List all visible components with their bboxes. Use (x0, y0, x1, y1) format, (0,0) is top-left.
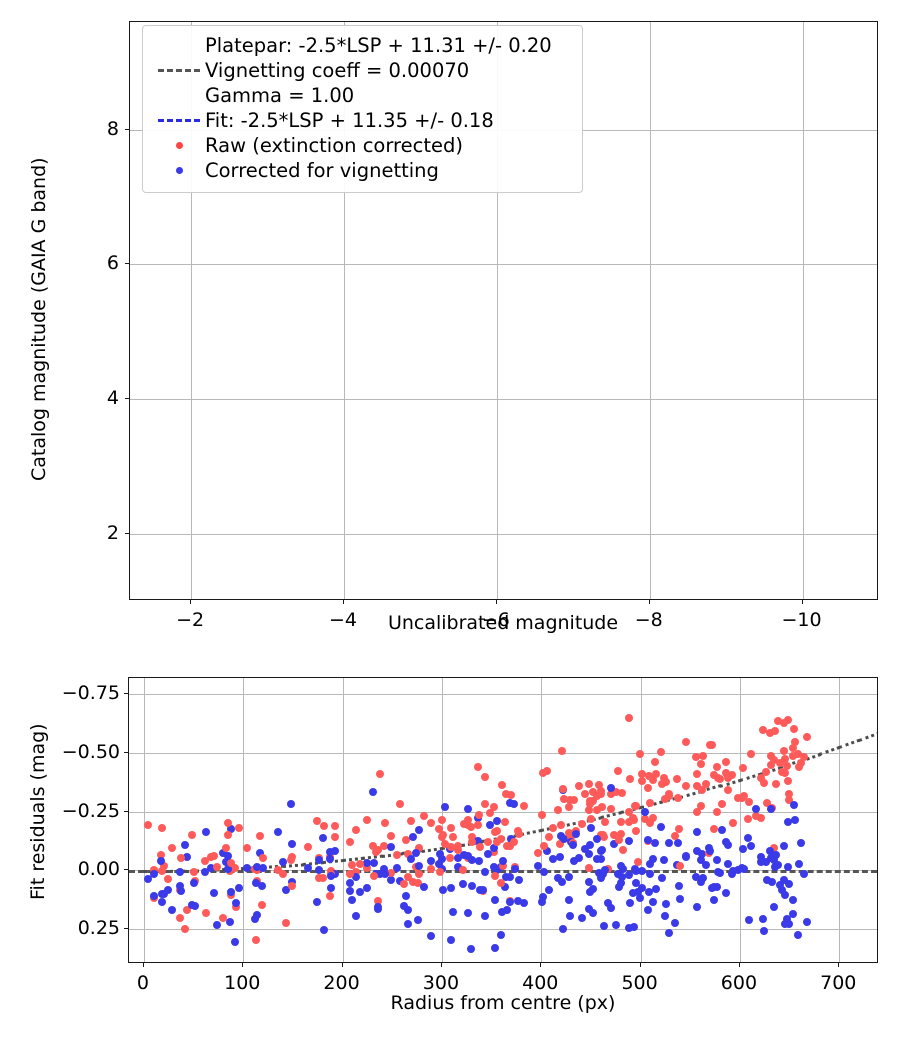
bottom-panel-y-tick (124, 752, 128, 754)
bottom-panel-x-tick (242, 963, 244, 967)
zero-residual-line (129, 870, 877, 874)
top-panel-y-tick (125, 398, 129, 400)
bottom-panel-x-tick-label: 500 (621, 972, 658, 994)
bottom-panel-y-tick-label: 0.00 (77, 858, 120, 881)
top-panel-y-tick-label: 2 (106, 521, 119, 544)
bottom-panel-y-tick-label: −0.50 (61, 741, 120, 764)
legend-platepar-line1: Platepar: -2.5*LSP + 11.31 +/- 0.20 (205, 34, 552, 57)
red-dot-marker-icon (153, 142, 205, 149)
legend-entry-raw: Raw (extinction corrected) (153, 133, 572, 158)
blue-dot-marker-icon (153, 167, 205, 174)
top-panel-x-tick-label: −4 (328, 609, 358, 631)
grey-dashed-line-icon (153, 69, 205, 72)
bottom-panel-x-tick-label: 700 (820, 972, 857, 994)
top-panel-y-tick (125, 263, 129, 265)
top-panel-y-tick (125, 128, 129, 130)
top-panel-x-tick (495, 600, 497, 604)
bottom-panel-y-tick (124, 869, 128, 871)
bottom-panel-x-tick (540, 963, 542, 967)
bottom-panel-x-tick-label: 0 (136, 972, 149, 994)
top-panel-y-axis-title: Catalog magnitude (GAIA G band) (28, 157, 50, 481)
legend-platepar-line3: Gamma = 1.00 (205, 84, 355, 107)
top-panel-y-tick-label: 6 (106, 252, 119, 275)
bottom-panel-x-tick (440, 963, 442, 967)
bottom-panel-y-tick-label: −0.75 (61, 682, 120, 705)
bottom-panel-x-tick (738, 963, 740, 967)
bottom-panel-x-tick-label: 300 (422, 972, 460, 994)
top-panel-y-tick (125, 532, 129, 534)
bottom-panel-y-tick (124, 810, 128, 812)
top-panel-x-tick (648, 600, 650, 604)
bottom-panel-y-axis-title: Fit residuals (mag) (27, 723, 49, 900)
bottom-panel-x-tick-label: 200 (323, 972, 360, 994)
top-panel-x-tick (801, 600, 803, 604)
legend-fit-label: Fit: -2.5*LSP + 11.35 +/- 0.18 (205, 109, 494, 132)
legend-platepar-line2: Vignetting coeff = 0.00070 (205, 59, 470, 82)
bottom-panel-x-tick (341, 963, 343, 967)
bottom-panel-y-tick-label: 0.25 (77, 916, 120, 939)
top-panel-y-tick-label: 8 (106, 117, 119, 140)
top-panel-x-tick-label: −8 (634, 609, 663, 631)
top-panel-x-axis-title: Uncalibrated magnitude (387, 612, 619, 634)
top-panel-y-tick-label: 4 (106, 387, 119, 410)
bottom-panel-x-tick-label: 100 (224, 972, 261, 994)
bottom-panel-axes (128, 677, 878, 963)
bottom-panel-x-axis-title: Radius from centre (px) (390, 992, 616, 1014)
blue-dashed-line-icon (153, 119, 205, 122)
bottom-panel-x-tick (639, 963, 641, 967)
bottom-panel-y-tick-label: −0.25 (61, 799, 120, 822)
top-panel-x-tick-label: −10 (781, 609, 822, 631)
legend-raw-label: Raw (extinction corrected) (205, 134, 463, 157)
bottom-panel-y-tick (124, 693, 128, 695)
legend-entry-corrected: Corrected for vignetting (153, 158, 572, 183)
top-panel-x-tick (190, 600, 192, 604)
bottom-panel-x-tick (838, 963, 840, 967)
legend-entry-platepar: Platepar: -2.5*LSP + 11.31 +/- 0.20 Vign… (153, 33, 572, 108)
legend-entry-fit: Fit: -2.5*LSP + 11.35 +/- 0.18 (153, 108, 572, 133)
bottom-panel-x-tick (142, 963, 144, 967)
bottom-panel-x-tick-label: 600 (720, 972, 758, 994)
legend-corrected-label: Corrected for vignetting (205, 159, 439, 182)
top-panel-x-tick (343, 600, 344, 604)
top-panel-x-tick-label: −6 (481, 609, 510, 631)
legend: Platepar: -2.5*LSP + 11.31 +/- 0.20 Vign… (142, 25, 583, 193)
bottom-panel-y-tick (124, 927, 128, 929)
top-panel-x-tick-label: −2 (176, 609, 205, 631)
bottom-panel-x-tick-label: 400 (522, 972, 559, 994)
